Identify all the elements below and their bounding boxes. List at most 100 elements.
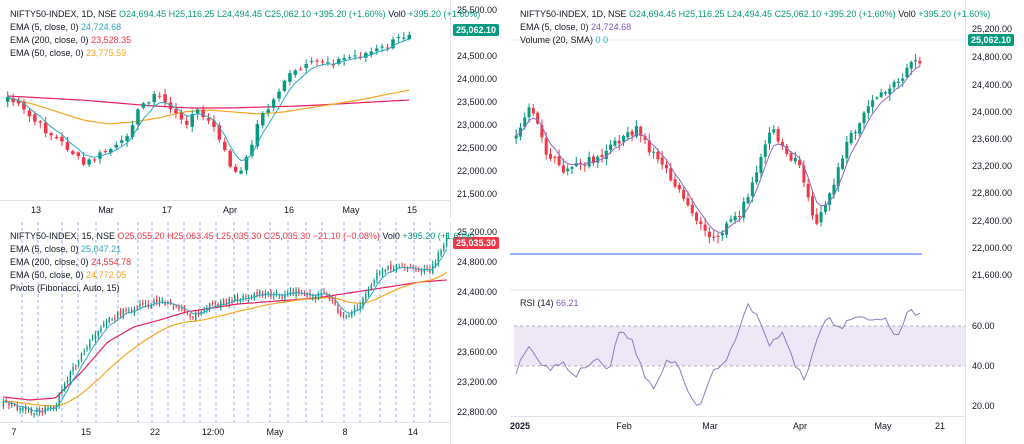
daily-candles-plot[interactable] bbox=[510, 0, 965, 424]
x-tick: May bbox=[874, 421, 892, 431]
candle bbox=[336, 59, 341, 64]
candle bbox=[144, 302, 147, 304]
candle bbox=[351, 311, 353, 317]
y-tick: 23,600.00 bbox=[457, 347, 498, 357]
candle bbox=[5, 96, 10, 102]
candle bbox=[871, 100, 875, 107]
chart-panel-daily-rsi[interactable]: NIFTY50-INDEX, 1D, NSE O24,694.45 H25,11… bbox=[510, 0, 1024, 444]
candle bbox=[755, 172, 759, 182]
x-tick: 13 bbox=[30, 205, 42, 215]
candle bbox=[52, 406, 55, 408]
rsi-tick: 40.00 bbox=[972, 361, 995, 371]
candle bbox=[810, 196, 814, 216]
candle bbox=[561, 165, 565, 173]
candle bbox=[270, 291, 272, 297]
ohlc-change: −21.10 (−0.08%) bbox=[312, 231, 380, 241]
ema50-label[interactable]: EMA (50, close, 0) bbox=[10, 48, 84, 58]
candle bbox=[231, 300, 233, 302]
candle bbox=[228, 298, 230, 305]
candle bbox=[195, 313, 197, 320]
ema5-label[interactable]: EMA (5, close, 0) bbox=[10, 244, 79, 254]
last-price-tag: 25,035.30 bbox=[453, 237, 500, 249]
daily-candles-plot[interactable] bbox=[0, 0, 450, 200]
candle bbox=[789, 153, 793, 161]
chart-legend: NIFTY50-INDEX, 1D, NSE O24,694.45 H25,11… bbox=[10, 8, 480, 60]
price-axis[interactable]: 25,500.00 25,062.10 24,500.00 24,000.00 … bbox=[450, 0, 506, 218]
x-tick: 15 bbox=[406, 205, 418, 215]
candle bbox=[64, 383, 66, 390]
candle bbox=[423, 268, 426, 272]
candle bbox=[536, 112, 540, 124]
ohlc-change: +395.20 (+1.60%) bbox=[823, 9, 896, 19]
candle bbox=[119, 311, 122, 316]
volume-label: Vol0 bbox=[382, 231, 400, 241]
volume-sma-value: 0 bbox=[603, 35, 609, 45]
ema5-value: 24,724.68 bbox=[591, 22, 632, 32]
ema200-line bbox=[3, 279, 447, 401]
candle bbox=[174, 108, 178, 114]
ema50-label[interactable]: EMA (50, close, 0) bbox=[10, 270, 84, 280]
candle bbox=[190, 114, 194, 127]
ema5-label[interactable]: EMA (5, close, 0) bbox=[10, 22, 79, 32]
ema200-label[interactable]: EMA (200, close, 0) bbox=[10, 35, 89, 45]
time-axis[interactable]: 7 15 22 12:00 May 8 14 bbox=[0, 422, 450, 440]
candle bbox=[853, 132, 857, 134]
time-axis[interactable]: 2025 Feb Mar Apr May 21 bbox=[510, 416, 965, 434]
candle bbox=[158, 300, 161, 304]
candle bbox=[600, 154, 604, 158]
candle bbox=[5, 400, 7, 403]
candle bbox=[849, 132, 853, 144]
ema200-label[interactable]: EMA (200, close, 0) bbox=[10, 257, 89, 267]
y-tick: 22,000.00 bbox=[457, 166, 498, 176]
candle bbox=[647, 140, 651, 153]
x-tick: 12:00 bbox=[201, 427, 225, 437]
candle bbox=[172, 305, 175, 307]
chart-panel-15min[interactable]: NIFTY50-INDEX, 15, NSE O25,055.20 H25,06… bbox=[0, 222, 506, 444]
candle bbox=[266, 109, 270, 113]
candle bbox=[716, 235, 720, 237]
ohlc-low: L24,494.45 bbox=[217, 9, 263, 19]
candle bbox=[223, 141, 227, 151]
intraday-candles-plot[interactable] bbox=[0, 222, 450, 422]
candle bbox=[261, 113, 265, 126]
candle bbox=[206, 118, 211, 121]
candle bbox=[255, 124, 260, 147]
candle bbox=[369, 51, 374, 55]
price-axis[interactable]: 25,200.00 25,035.30 24,800.00 24,400.00 … bbox=[450, 222, 506, 444]
candle bbox=[750, 182, 754, 197]
candle bbox=[570, 167, 574, 169]
candle bbox=[75, 365, 77, 367]
candle bbox=[901, 78, 905, 82]
candle bbox=[47, 407, 49, 409]
candle bbox=[395, 265, 398, 270]
rsi-label[interactable]: RSI (14) bbox=[520, 298, 554, 308]
rsi-tick: 20.00 bbox=[972, 401, 995, 411]
candle bbox=[157, 95, 162, 97]
candle bbox=[443, 244, 445, 251]
candle bbox=[22, 102, 26, 110]
symbol-title[interactable]: NIFTY50-INDEX, 1D, NSE bbox=[520, 9, 627, 19]
price-axis[interactable]: 25,200.00 25,062.10 24,800.00 24,400.00 … bbox=[965, 0, 1021, 444]
candle bbox=[169, 300, 172, 304]
candle bbox=[89, 340, 91, 348]
symbol-title[interactable]: NIFTY50-INDEX, 15, NSE bbox=[10, 231, 116, 241]
volume-sma-label[interactable]: Volume (20, SMA) bbox=[520, 35, 594, 45]
candle bbox=[81, 157, 86, 165]
y-tick: 21,500.00 bbox=[457, 189, 498, 199]
ema5-label[interactable]: EMA (5, close, 0) bbox=[520, 22, 589, 32]
candle bbox=[233, 166, 238, 172]
candle bbox=[203, 309, 205, 312]
candle bbox=[402, 37, 406, 39]
ema50-line bbox=[3, 271, 447, 407]
symbol-title[interactable]: NIFTY50-INDEX, 1D, NSE bbox=[10, 9, 117, 19]
candle bbox=[86, 347, 88, 350]
x-tick: 15 bbox=[80, 427, 92, 437]
candle bbox=[905, 67, 909, 78]
candle bbox=[13, 404, 16, 406]
chart-panel-daily-ema[interactable]: NIFTY50-INDEX, 1D, NSE O24,694.45 H25,11… bbox=[0, 0, 506, 218]
pivots-label[interactable]: Pivots (Fibonacci, Auto, 15) bbox=[10, 283, 120, 293]
time-axis[interactable]: 13 Mar 17 Apr 16 May 15 bbox=[0, 200, 450, 218]
candle bbox=[288, 73, 292, 82]
ohlc-open: O25,055.20 bbox=[117, 231, 165, 241]
candle bbox=[406, 268, 409, 270]
